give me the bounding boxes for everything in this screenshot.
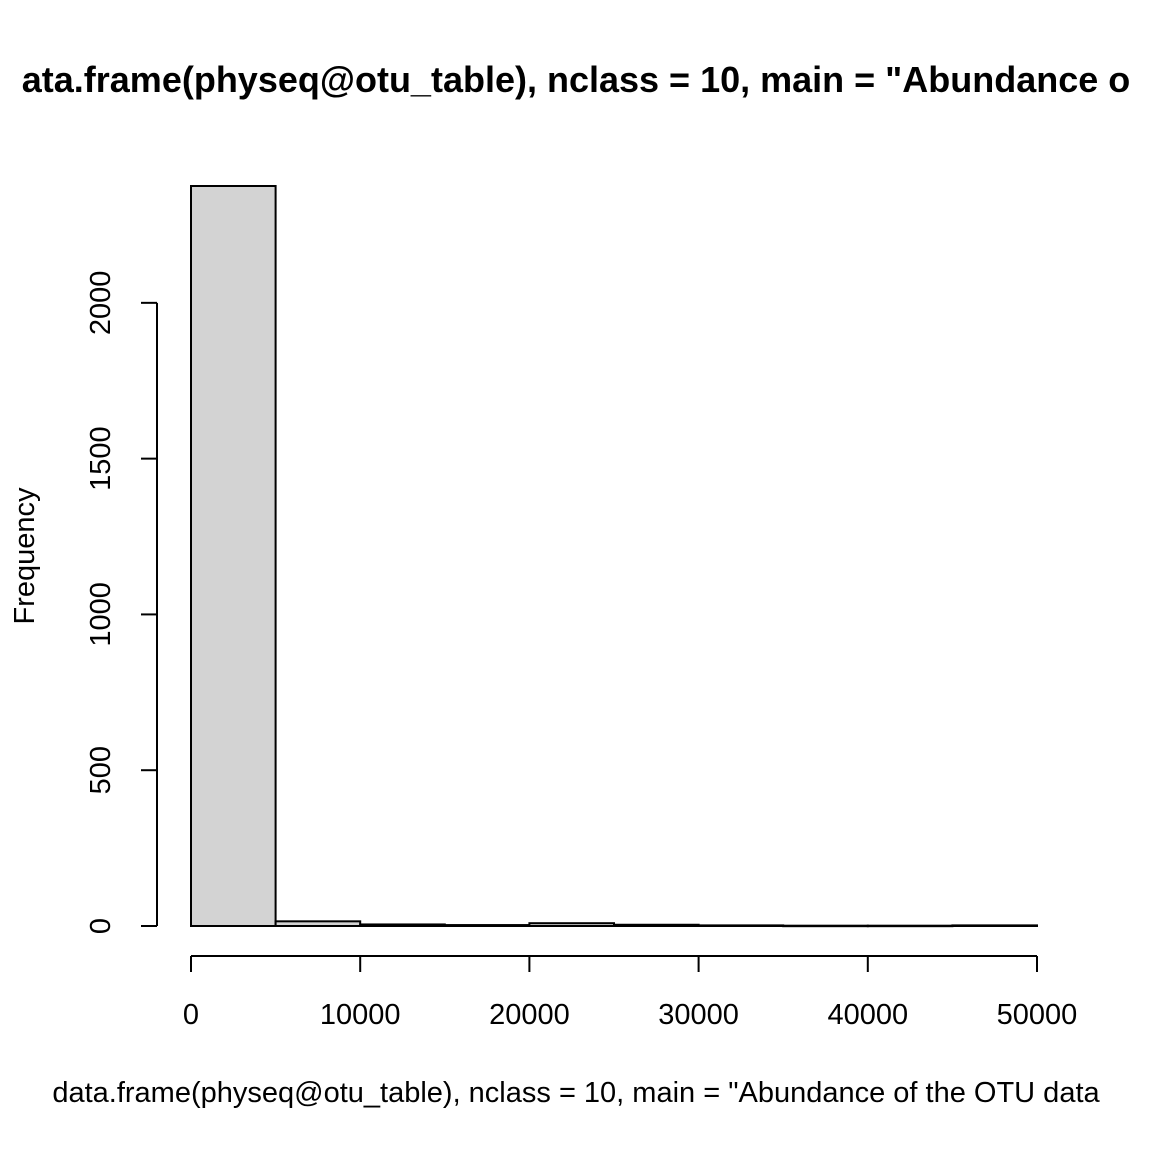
x-tick-label: 10000 [320,999,401,1031]
histogram-bar [613,923,700,927]
histogram-bar [951,924,1039,927]
y-tick-label: 500 [85,746,117,794]
y-tick-label: 2000 [85,271,117,336]
chart-title: ata.frame(physeq@otu_table), nclass = 10… [22,59,1131,100]
x-tick-label: 40000 [827,999,908,1031]
bars-group [190,185,1039,928]
histogram-bar [782,924,869,928]
histogram-bar [190,185,277,927]
histogram-bar [443,924,531,927]
y-tick-label: 1000 [85,582,117,647]
x-axis-label: data.frame(physeq@otu_table), nclass = 1… [52,1077,1100,1109]
histogram-bar [697,924,785,927]
y-axis-label: Frequency [9,487,41,625]
histogram-bar [359,923,446,927]
histogram-bar [274,920,362,927]
y-axis: Frequency 0 500 1000 1500 2000 [9,271,158,934]
histogram-bar [866,924,954,928]
histogram-bar [528,922,616,928]
x-tick-label: 50000 [997,999,1078,1031]
y-tick-label: 1500 [85,426,117,491]
y-tick-label: 0 [85,918,117,934]
x-tick-label: 20000 [489,999,570,1031]
x-tick-label: 0 [183,999,199,1031]
x-axis: data.frame(physeq@otu_table), nclass = 1… [52,955,1101,1109]
x-tick-label: 30000 [658,999,739,1031]
